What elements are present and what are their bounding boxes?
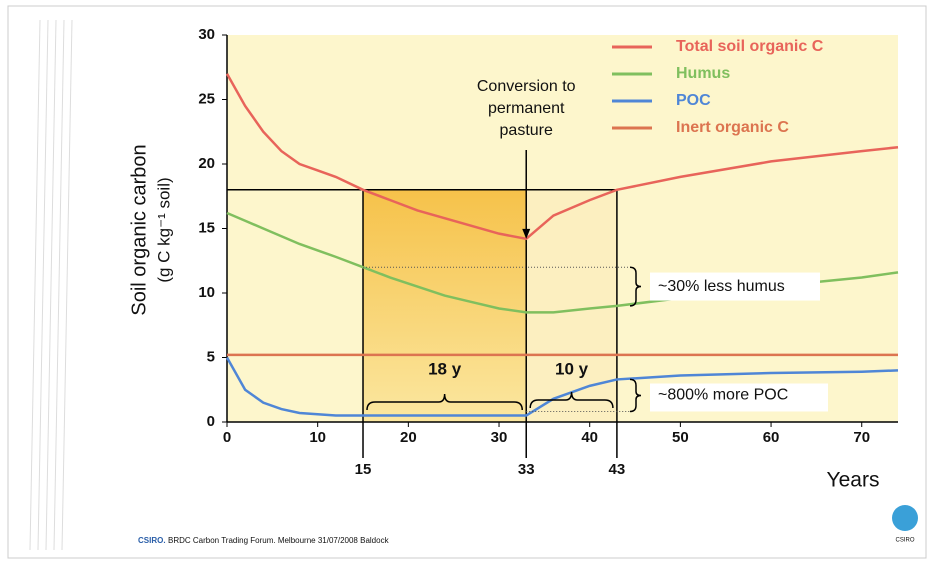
brace bbox=[529, 391, 614, 409]
frame bbox=[7, 5, 927, 559]
series-line bbox=[225, 356, 899, 417]
period-label: 15 bbox=[355, 461, 372, 478]
legend-label: POC bbox=[676, 92, 711, 109]
period-duration: 18 y bbox=[428, 359, 462, 378]
conversion-label: Conversion to bbox=[477, 78, 576, 95]
legend-label: Total soil organic C bbox=[676, 38, 824, 55]
x-tick-label: 60 bbox=[763, 429, 780, 446]
brace bbox=[366, 393, 523, 411]
footer-text: BRDC Carbon Trading Forum. Melbourne 31/… bbox=[168, 536, 390, 545]
conversion-label: permanent bbox=[488, 100, 565, 117]
note-box bbox=[650, 272, 820, 301]
logo bbox=[892, 505, 918, 531]
series-line bbox=[226, 211, 899, 314]
brace bbox=[629, 378, 642, 413]
y-tick-label: 5 bbox=[207, 348, 215, 365]
y-tick-label: 30 bbox=[198, 26, 215, 43]
x-axis-label: Years bbox=[827, 469, 880, 492]
x-tick-label: 30 bbox=[491, 429, 508, 446]
y-tick-label: 0 bbox=[207, 413, 215, 430]
highlight bbox=[526, 189, 617, 422]
note-box bbox=[650, 383, 828, 412]
series-line bbox=[225, 73, 899, 241]
legend-label: Inert organic C bbox=[676, 119, 789, 136]
y-tick-label: 15 bbox=[198, 219, 215, 236]
y-tick-label: 25 bbox=[198, 90, 215, 107]
period-label: 43 bbox=[609, 461, 626, 478]
logo-text: CSIRO bbox=[895, 538, 914, 544]
edge-lines bbox=[29, 19, 73, 551]
period-duration: 10 y bbox=[555, 359, 589, 378]
plot: 0 5 10 15 20 25 30 0 10 20 30 40 50 60 70 15 33 43 Total s… bbox=[198, 26, 899, 478]
y-axis-label: Soil organic carbon bbox=[128, 144, 150, 315]
x-tick-label: 40 bbox=[581, 429, 598, 446]
x-tick-label: 10 bbox=[309, 429, 326, 446]
humus-note: ~30% less humus bbox=[658, 278, 785, 295]
x-tick-label: 20 bbox=[400, 429, 417, 446]
y-tick-label: 10 bbox=[198, 284, 215, 301]
poc-note: ~800% more POC bbox=[658, 387, 788, 404]
y-axis-label: (g C kg⁻¹ soil) bbox=[154, 177, 173, 282]
footer-brand: CSIRO. bbox=[138, 536, 166, 545]
period-label: 33 bbox=[518, 461, 535, 478]
arrow-head bbox=[522, 228, 531, 239]
legend-label: Humus bbox=[676, 65, 730, 82]
x-tick-label: 0 bbox=[223, 429, 231, 446]
y-tick-label: 20 bbox=[198, 155, 215, 172]
brace bbox=[629, 266, 642, 307]
x-tick-label: 70 bbox=[853, 429, 870, 446]
x-tick-label: 50 bbox=[672, 429, 689, 446]
highlight bbox=[363, 189, 527, 422]
conversion-label: pasture bbox=[500, 122, 553, 139]
